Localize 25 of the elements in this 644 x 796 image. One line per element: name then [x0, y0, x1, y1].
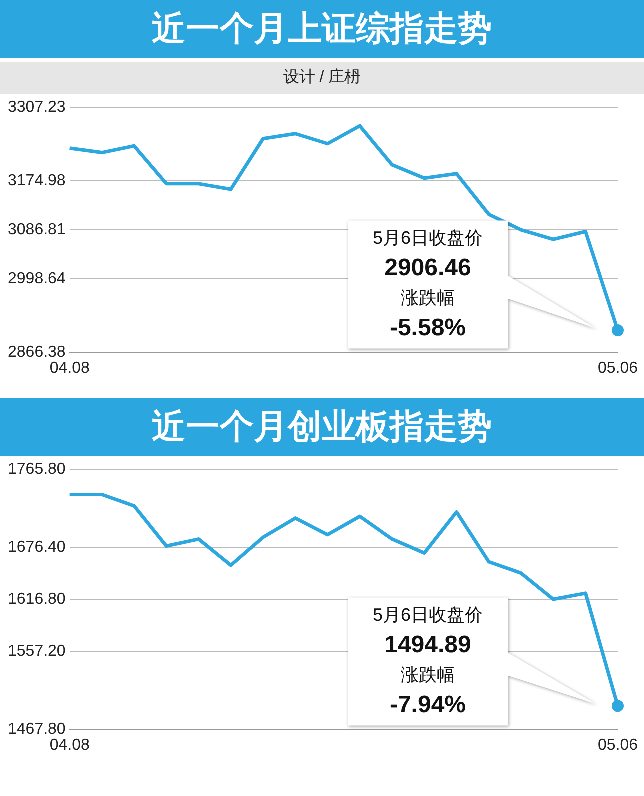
annotation: -7.94%	[390, 691, 466, 718]
chart-title: 近一个月创业板指走势	[0, 398, 644, 456]
y-tick-label: 3174.98	[8, 172, 66, 190]
annotation: 2906.46	[384, 254, 472, 282]
y-tick-label: 3307.23	[8, 99, 66, 116]
x-tick-label: 04.08	[50, 736, 90, 754]
annotation: 5月6日收盘价	[372, 604, 483, 625]
y-tick-label: 1616.80	[8, 591, 66, 608]
y-tick-label: 2866.38	[8, 344, 66, 362]
y-tick-label: 1676.40	[8, 539, 66, 556]
y-tick-label: 1765.80	[8, 461, 66, 478]
chart-title: 近一个月上证综指走势	[0, 0, 644, 58]
annotation: 涨跌幅	[400, 288, 455, 308]
annotation: 涨跌幅	[400, 664, 455, 685]
annotation: 1494.89	[384, 631, 472, 658]
x-tick-label: 05.06	[598, 360, 638, 377]
y-tick-label: 2998.64	[8, 270, 66, 288]
chart-subtitle: 设计 / 庄枬	[0, 62, 644, 94]
y-tick-label: 1467.80	[8, 721, 66, 738]
x-tick-label: 04.08	[50, 360, 90, 377]
y-tick-label: 1557.20	[8, 643, 66, 660]
annotation: -5.58%	[390, 314, 466, 342]
x-tick-label: 05.06	[598, 736, 638, 754]
y-tick-label: 3086.81	[8, 222, 66, 239]
annotation: 5月6日收盘价	[372, 228, 483, 248]
